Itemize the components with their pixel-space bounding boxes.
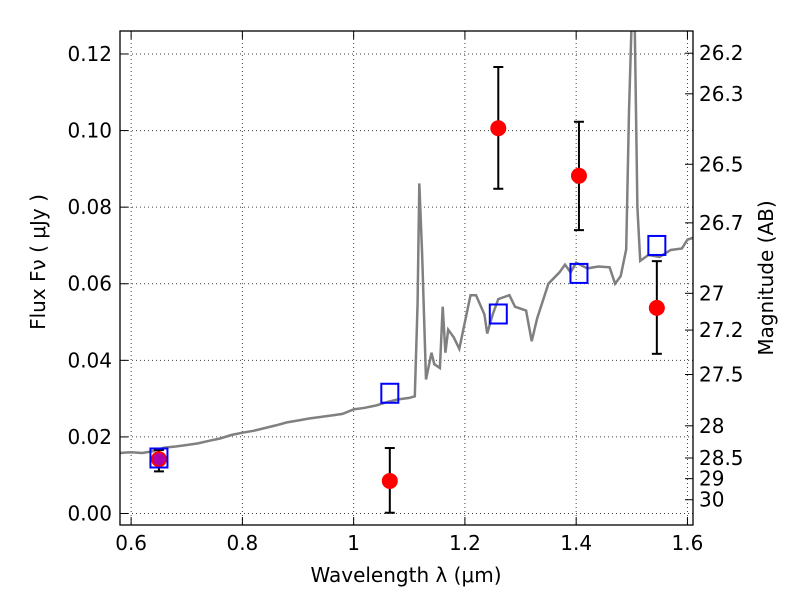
x-tick-label: 1 (347, 531, 360, 555)
x-axis-label: Wavelength λ (μm) (310, 563, 501, 587)
x-tick-label: 0.6 (115, 531, 147, 555)
y2-tick-label: 26.7 (699, 211, 744, 235)
model-photometry-point (569, 262, 589, 284)
spectrum-layer (120, 31, 693, 455)
y2-tick-label: 26.3 (699, 82, 744, 106)
model-spectrum-line (120, 31, 693, 455)
model-photometry-point (647, 234, 667, 256)
y-tick-label: 0.04 (67, 348, 112, 372)
model-photometry-point (149, 447, 169, 469)
y-axis-ticks: 0.00 0.02 0.04 0.06 0.08 0.10 0.12 (67, 42, 128, 526)
errorbar-layer (153, 65, 662, 514)
x-tick-label: 1.4 (560, 531, 592, 555)
y-tick-label: 0.12 (67, 42, 112, 66)
grid-layer (120, 31, 693, 525)
y-tick-label: 0.08 (67, 195, 112, 219)
y2-tick-label: 28 (699, 414, 724, 438)
x-tick-label: 1.6 (672, 531, 704, 555)
y-axis-label: Flux Fν ( μJy ) (26, 194, 50, 330)
y-tick-label: 0.02 (67, 425, 112, 449)
marker-layer (149, 120, 667, 489)
x-axis-ticks: 0.6 0.8 1 1.2 1.4 1.6 (115, 31, 703, 555)
model-photometry-point (380, 382, 400, 404)
observed-point (570, 167, 587, 184)
plot-frame (119, 30, 694, 526)
observed-point (381, 472, 398, 489)
y2-tick-label: 27 (699, 281, 724, 305)
y-tick-label: 0.00 (67, 502, 112, 526)
observed-point (490, 120, 507, 137)
y2-tick-label: 27.2 (699, 318, 744, 342)
overlap-point (152, 453, 165, 466)
y2-tick-label: 28.5 (699, 446, 744, 470)
y2-tick-label: 27.5 (699, 363, 744, 387)
x-tick-label: 0.8 (226, 531, 258, 555)
y2-tick-label: 29 (699, 467, 724, 491)
model-photometry-point (488, 303, 508, 325)
y-tick-label: 0.10 (67, 119, 112, 143)
y2-tick-label: 26.5 (699, 152, 744, 176)
y2-tick-label: 26.2 (699, 41, 744, 65)
y-tick-label: 0.06 (67, 272, 112, 296)
y2-axis-label: Magnitude (AB) (754, 200, 778, 355)
observed-point (648, 299, 665, 316)
x-tick-label: 1.2 (449, 531, 481, 555)
y2-tick-label: 30 (699, 488, 724, 512)
